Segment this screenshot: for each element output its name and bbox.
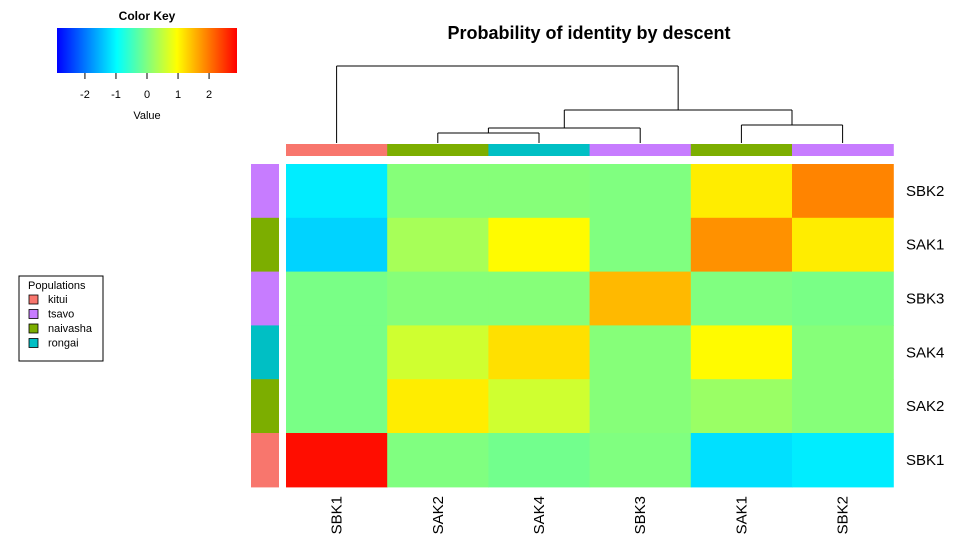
column-label-SAK4: SAK4 <box>531 496 548 534</box>
color-key-bar <box>57 28 237 73</box>
heatmap-cell-SAK1-SAK2 <box>387 217 489 273</box>
column-group-4-naivasha <box>690 144 793 156</box>
column-group-1-naivasha <box>387 144 489 156</box>
row-group-1-naivasha <box>251 217 279 273</box>
legend-swatch-naivasha <box>28 323 39 334</box>
heatmap-cell-SBK3-SAK4 <box>488 271 591 326</box>
row-group-sidebar <box>251 164 279 488</box>
row-labels: SBK2 SAK1 SBK3 SAK4 SAK2 SBK1 <box>906 183 944 469</box>
heatmap-cell-SAK1-SBK3 <box>589 217 692 273</box>
heatmap-cells <box>286 164 894 488</box>
legend-title: Populations <box>28 280 86 292</box>
legend-label-kitui: kitui <box>48 294 68 306</box>
column-label-SAK1: SAK1 <box>733 496 750 534</box>
heatmap-cell-SAK4-SAK1 <box>690 325 793 380</box>
heatmap-cell-SBK1-SAK4 <box>488 433 591 488</box>
row-label-SAK1: SAK1 <box>906 237 944 254</box>
heatmap-cell-SAK4-SAK4 <box>488 325 591 380</box>
heatmap-cell-SBK3-SBK3 <box>589 271 692 326</box>
column-labels: SBK1 SAK2 SAK4 SBK3 SAK1 SBK2 <box>329 496 852 534</box>
heatmap-cell-SAK4-SBK2 <box>792 325 894 380</box>
heatmap-cell-SAK2-SAK1 <box>690 379 793 434</box>
legend-label-tsavo: tsavo <box>48 309 74 321</box>
heatmap-cell-SBK3-SAK2 <box>387 271 489 326</box>
column-group-5-tsavo <box>792 144 894 156</box>
legend-swatch-kitui <box>28 294 39 305</box>
heatmap-cell-SAK2-SAK2 <box>387 379 489 434</box>
row-group-3-rongai <box>251 325 279 380</box>
column-label-SBK2: SBK2 <box>835 496 852 534</box>
heatmap-cell-SAK2-SAK4 <box>488 379 591 434</box>
row-label-SBK3: SBK3 <box>906 291 944 308</box>
column-dendrogram <box>336 65 844 143</box>
row-label-SBK1: SBK1 <box>906 452 944 469</box>
heatmap-cell-SBK1-SBK1 <box>286 433 388 488</box>
color-key-tick-label-4: 2 <box>206 89 212 101</box>
color-key-tick-label-0: -2 <box>80 89 90 101</box>
heatmap-cell-SBK1-SAK2 <box>387 433 489 488</box>
row-group-2-tsavo <box>251 271 279 326</box>
column-group-sidebar <box>286 144 894 156</box>
heatmap-cell-SBK1-SBK3 <box>589 433 692 488</box>
color-key: Color Key -2 -1 0 1 2 Value <box>57 9 237 122</box>
color-key-title: Color Key <box>119 9 176 23</box>
color-key-xlabel: Value <box>133 110 160 122</box>
heatmap-cell-SAK2-SBK2 <box>792 379 894 434</box>
column-label-SBK1: SBK1 <box>329 496 346 534</box>
row-label-SAK2: SAK2 <box>906 398 944 415</box>
row-group-5-kitui <box>251 433 279 488</box>
heatmap-cell-SBK1-SAK1 <box>690 433 793 488</box>
heatmap-cell-SBK1-SBK2 <box>792 433 894 488</box>
heatmap-cell-SAK1-SAK4 <box>488 217 591 273</box>
color-key-tick-label-2: 0 <box>144 89 150 101</box>
heatmap-cell-SAK4-SBK1 <box>286 325 388 380</box>
color-key-axis: -2 -1 0 1 2 <box>80 73 212 101</box>
heatmap-cell-SBK2-SAK4 <box>488 164 591 219</box>
row-label-SAK4: SAK4 <box>906 344 944 361</box>
heatmap-cell-SAK2-SBK3 <box>589 379 692 434</box>
heatmap-cell-SBK3-SAK1 <box>690 271 793 326</box>
column-label-SBK3: SBK3 <box>632 496 649 534</box>
heatmap-cell-SAK4-SAK2 <box>387 325 489 380</box>
legend-swatch-rongai <box>28 338 39 348</box>
heatmap-cell-SBK2-SAK1 <box>690 164 793 219</box>
heatmap-cell-SAK1-SAK1 <box>690 217 793 273</box>
heatmap-cell-SAK2-SBK1 <box>286 379 388 434</box>
column-group-0-kitui <box>286 144 388 156</box>
color-key-tick-label-1: -1 <box>111 89 121 101</box>
heatmap-cell-SBK2-SBK3 <box>589 164 692 219</box>
heatmap-cell-SBK2-SBK2 <box>792 164 894 219</box>
legend-swatch-tsavo <box>28 309 39 319</box>
heatmap-cell-SBK2-SBK1 <box>286 164 388 219</box>
heatmap-cell-SAK1-SBK2 <box>792 217 894 273</box>
population-legend: Populations kitui tsavo naivasha rongai <box>18 275 104 362</box>
heatmap-cell-SBK2-SAK2 <box>387 164 489 219</box>
color-key-tick-label-3: 1 <box>175 89 181 101</box>
chart-title: Probability of identity by descent <box>447 23 730 43</box>
heatmap-cell-SBK3-SBK2 <box>792 271 894 326</box>
legend-label-naivasha: naivasha <box>48 323 93 335</box>
row-group-4-naivasha <box>251 379 279 434</box>
heatmap-cell-SBK3-SBK1 <box>286 271 388 326</box>
column-label-SAK2: SAK2 <box>430 496 447 534</box>
heatmap-cell-SAK1-SBK1 <box>286 217 388 273</box>
row-label-SBK2: SBK2 <box>906 183 944 200</box>
legend-label-rongai: rongai <box>48 338 79 350</box>
column-group-2-rongai <box>488 144 591 156</box>
heatmap-cell-SAK4-SBK3 <box>589 325 692 380</box>
row-group-0-tsavo <box>251 164 279 219</box>
column-group-3-tsavo <box>589 144 692 156</box>
